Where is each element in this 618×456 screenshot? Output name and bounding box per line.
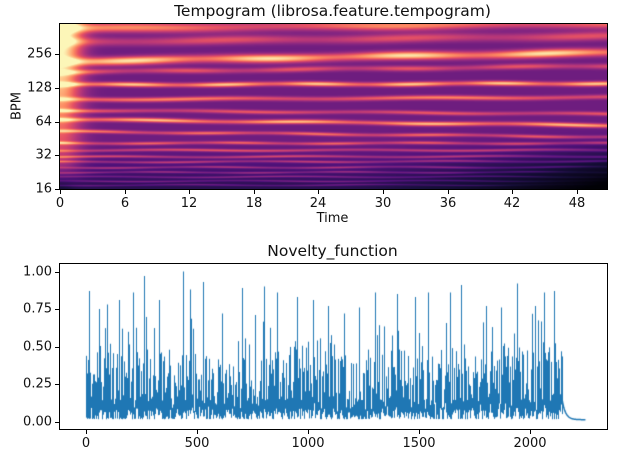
tick-mark (55, 384, 59, 385)
tick-mark (55, 347, 59, 348)
tick-mark (55, 54, 59, 55)
tempogram-title: Tempogram (librosa.feature.tempogram) (174, 2, 491, 20)
novelty-x-tick-label: 1000 (291, 436, 325, 451)
tempogram-y-axis-label: BPM (9, 91, 25, 120)
novelty-x-tick-label: 2000 (513, 436, 547, 451)
tempogram-x-tick-label: 6 (120, 196, 130, 211)
tempogram-axes (59, 23, 608, 190)
tempogram-y-tick-label: 16 (35, 181, 52, 197)
novelty-y-tick-label: 0.50 (23, 339, 52, 355)
novelty-y-tick-label: 1.00 (23, 264, 52, 280)
tick-mark (254, 190, 255, 194)
novelty-y-tick-label: 0.75 (23, 301, 52, 317)
tick-mark (55, 155, 59, 156)
tick-mark (318, 190, 319, 194)
tick-mark (55, 88, 59, 89)
novelty-x-tick-label: 500 (184, 436, 210, 451)
tick-mark (60, 190, 61, 194)
tempogram-y-tick-label: 256 (27, 46, 52, 62)
tick-mark (125, 190, 126, 194)
tick-mark (448, 190, 449, 194)
tempogram-x-tick-label: 24 (309, 196, 327, 211)
tempogram-y-tick-label: 64 (35, 114, 52, 130)
tick-mark (189, 190, 190, 194)
tick-mark (512, 190, 513, 194)
novelty-axes (59, 263, 608, 430)
tick-mark (308, 430, 309, 434)
tick-mark (419, 430, 420, 434)
novelty-line-canvas (60, 264, 607, 429)
tick-mark (383, 190, 384, 194)
tick-mark (55, 189, 59, 190)
tempogram-x-tick-label: 0 (55, 196, 65, 211)
tick-mark (55, 272, 59, 273)
tick-mark (577, 190, 578, 194)
tick-mark (197, 430, 198, 434)
tempogram-y-tick-label: 32 (35, 147, 52, 163)
novelty-y-tick-label: 0.00 (23, 414, 52, 430)
tick-mark (55, 309, 59, 310)
tempogram-x-tick-label: 42 (503, 196, 521, 211)
tempogram-x-tick-label: 30 (374, 196, 392, 211)
tempogram-heatmap-canvas (60, 24, 607, 189)
novelty-x-tick-label: 0 (81, 436, 91, 451)
novelty-y-tick-label: 0.25 (23, 376, 52, 392)
tick-mark (55, 122, 59, 123)
tempogram-x-tick-label: 12 (180, 196, 198, 211)
tempogram-x-tick-label: 48 (568, 196, 586, 211)
tick-mark (55, 422, 59, 423)
tempogram-x-tick-label: 18 (245, 196, 263, 211)
tempogram-y-tick-label: 128 (27, 80, 52, 96)
tempogram-x-tick-label: 36 (439, 196, 457, 211)
novelty-title: Novelty_function (267, 242, 398, 260)
tempogram-x-axis-label: Time (316, 211, 349, 226)
tick-mark (530, 430, 531, 434)
novelty-x-tick-label: 1500 (402, 436, 436, 451)
tick-mark (86, 430, 87, 434)
